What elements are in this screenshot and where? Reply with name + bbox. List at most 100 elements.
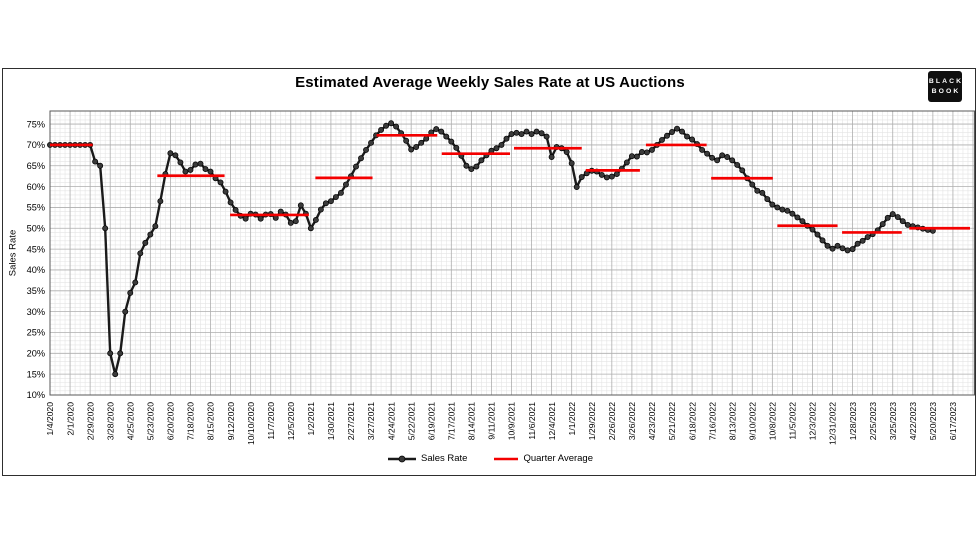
sales-rate-marker xyxy=(363,146,369,153)
sales-rate-marker xyxy=(498,141,505,148)
sales-rate-marker xyxy=(393,123,400,130)
gridlines xyxy=(49,111,975,396)
sales-rate-marker xyxy=(408,146,415,153)
sales-rate-marker xyxy=(107,350,114,357)
sales-rate-marker xyxy=(117,350,124,357)
sales-rate-marker xyxy=(774,204,781,211)
legend: Sales Rate Quarter Average xyxy=(0,453,980,464)
chart-card xyxy=(2,68,976,476)
sales-rate-marker xyxy=(297,202,304,209)
x-tick-label: 9/12/2020 xyxy=(226,402,236,440)
sales-rate-marker xyxy=(533,128,540,135)
sales-rate-marker xyxy=(664,132,670,139)
sales-rate-marker xyxy=(102,225,109,232)
sales-rate-marker xyxy=(97,162,104,169)
x-tick-label: 7/17/2021 xyxy=(447,402,457,440)
y-tick-label: 60% xyxy=(27,182,45,192)
sales-rate-marker xyxy=(353,163,359,170)
sales-rate-marker xyxy=(578,174,585,180)
sales-rate-marker xyxy=(638,149,645,155)
sales-rate-marker xyxy=(538,130,545,137)
sales-rate-marker xyxy=(157,198,164,205)
x-tick-label: 9/10/2022 xyxy=(747,402,757,440)
sales-rate-marker xyxy=(478,157,485,164)
x-tick-label: 5/22/2021 xyxy=(406,402,416,440)
sales-rate-marker xyxy=(829,245,836,252)
x-tick-label: 4/25/2020 xyxy=(125,402,135,440)
sales-rate-marker xyxy=(714,157,721,164)
x-tick-label: 6/17/2023 xyxy=(948,402,958,440)
sales-rate-marker xyxy=(277,208,284,215)
sales-rate-marker xyxy=(864,234,871,240)
legend-label-sales-rate: Sales Rate xyxy=(420,453,468,464)
x-tick-label: 1/2/2021 xyxy=(306,402,316,436)
sales-rate-marker xyxy=(669,129,675,135)
sales-rate-marker xyxy=(779,206,786,213)
sales-rate-marker xyxy=(734,161,741,168)
sales-rate-marker xyxy=(312,216,319,223)
sales-rate-marker xyxy=(137,250,144,257)
sales-rate-marker xyxy=(463,162,470,169)
sales-rate-marker xyxy=(337,189,344,196)
x-tick-label: 10/9/2021 xyxy=(507,402,517,440)
x-tick-label: 1/28/2023 xyxy=(848,402,858,440)
sales-rate-marker xyxy=(784,207,791,214)
x-tick-label: 2/1/2020 xyxy=(65,402,75,436)
sales-rate-marker xyxy=(884,214,891,221)
sales-rate-marker xyxy=(764,196,771,203)
sales-rate-marker xyxy=(563,149,570,155)
sales-rate-marker xyxy=(739,167,746,174)
y-tick-label: 65% xyxy=(27,161,45,171)
sales-rate-marker xyxy=(468,166,475,173)
sales-rate-marker xyxy=(679,128,686,135)
sales-rate-marker xyxy=(383,122,390,129)
sales-rate-marker xyxy=(242,215,249,222)
sales-rate-marker xyxy=(177,159,184,166)
sales-rate-marker xyxy=(122,308,129,315)
y-axis-ticks: 10% 15% 20% 25% 30% 35% 40% 45% 50% 55% 60% 65% 70% 7… xyxy=(27,119,45,400)
sales-rate-marker xyxy=(453,144,460,151)
sales-rate-marker xyxy=(257,215,264,222)
sales-rate-marker xyxy=(92,158,99,165)
y-tick-label: 30% xyxy=(27,307,45,317)
sales-rate-marker xyxy=(418,139,425,146)
sales-rate-marker xyxy=(493,145,500,152)
x-axis-ticks: 1/4/2020 2/1/2020 2/29/2020 3/28/2020 4/25/2… xyxy=(45,402,958,445)
y-tick-label: 70% xyxy=(27,140,45,150)
x-tick-label: 2/29/2020 xyxy=(85,402,95,440)
sales-rate-marker xyxy=(508,131,515,138)
x-tick-label: 8/15/2020 xyxy=(206,402,216,440)
sales-rate-marker xyxy=(899,218,906,225)
x-tick-label: 11/5/2022 xyxy=(788,402,798,440)
legend-item-sales-rate: Sales Rate xyxy=(387,453,467,464)
sales-rate-marker xyxy=(769,201,776,208)
x-tick-label: 2/26/2022 xyxy=(607,402,617,440)
sales-rate-marker xyxy=(172,152,179,159)
sales-rate-marker xyxy=(378,126,385,133)
sales-rate-marker xyxy=(222,188,229,195)
legend-label-quarter-average: Quarter Average xyxy=(523,453,594,464)
sales-rate-marker xyxy=(433,126,440,133)
sales-rate-marker xyxy=(894,214,901,220)
sales-rate-marker xyxy=(674,125,680,132)
x-tick-label: 1/29/2022 xyxy=(587,402,597,440)
sales-rate-marker xyxy=(603,174,610,181)
sales-rate-marker xyxy=(799,218,806,225)
y-tick-label: 10% xyxy=(27,390,45,400)
sales-rate-marker xyxy=(523,128,530,135)
x-tick-label: 6/20/2020 xyxy=(166,402,176,440)
y-tick-label: 25% xyxy=(27,328,45,338)
y-tick-label: 40% xyxy=(27,265,45,275)
sales-rate-marker xyxy=(824,242,831,249)
sales-rate-marker xyxy=(227,199,234,206)
sales-rate-marker xyxy=(147,231,154,238)
sales-rate-marker xyxy=(413,144,420,150)
sales-rate-marker xyxy=(809,226,816,233)
sales-rate-marker xyxy=(729,157,736,164)
sales-rate-marker xyxy=(704,150,711,157)
y-tick-label: 50% xyxy=(27,223,45,233)
sales-rate-marker xyxy=(197,160,204,167)
sales-rate-marker xyxy=(403,137,410,144)
